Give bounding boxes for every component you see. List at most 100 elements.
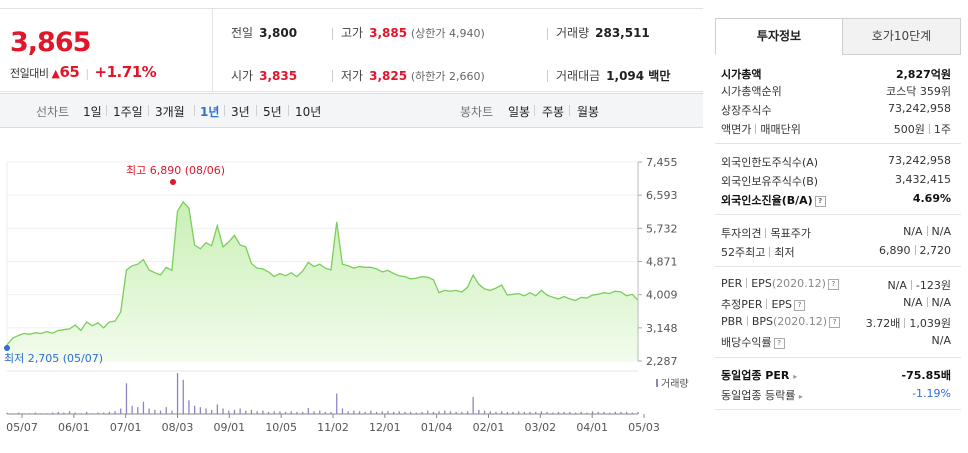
volume-bar <box>256 411 258 414</box>
tab-order-book[interactable]: 호가10단계 <box>842 18 961 55</box>
volume-bar <box>631 412 633 414</box>
help-icon[interactable]: ? <box>794 300 806 311</box>
volume-bar <box>216 404 218 414</box>
volume-bar <box>341 408 344 414</box>
tab-5y[interactable]: 5년 <box>263 105 282 119</box>
tab-10y[interactable]: 10년 <box>295 105 322 119</box>
tab-1y[interactable]: 1년 <box>200 105 220 119</box>
low-annotation: 최저 2,705 (05/07) <box>4 352 103 365</box>
volume-bar <box>23 413 25 414</box>
help-icon[interactable]: ? <box>827 279 839 290</box>
prev-close: 전일 3,800 <box>231 26 298 40</box>
volume-bar <box>313 411 315 414</box>
volume-bar <box>427 410 429 414</box>
volume-bar <box>267 411 270 414</box>
volume-bar <box>239 408 241 414</box>
divider <box>534 105 535 116</box>
divider <box>715 214 961 215</box>
x-tick-label: 03/02 <box>524 421 556 434</box>
volume-bar <box>552 412 554 414</box>
low-price: 저가 3,825 (하한가 2,660) <box>341 69 485 83</box>
y-tick-label: 4,009 <box>646 289 678 302</box>
volume-bar <box>165 407 167 414</box>
volume-bar <box>307 407 309 414</box>
volume-bar <box>540 411 543 414</box>
x-tick-label: 04/01 <box>576 421 608 434</box>
help-icon[interactable]: ? <box>814 196 826 207</box>
y-tick-label: 4,871 <box>646 256 678 269</box>
volume-bar <box>80 413 82 414</box>
volume-bar <box>375 411 378 414</box>
candle-chart-label[interactable]: 봉차트 <box>460 105 494 119</box>
tab-daily[interactable]: 일봉 <box>508 105 531 119</box>
volume-bar <box>370 410 372 414</box>
tab-investment-info[interactable]: 투자정보 <box>715 18 843 55</box>
x-tick-label: 05/07 <box>6 421 38 434</box>
tab-1w[interactable]: 1주일 <box>113 105 143 119</box>
volume-bar <box>410 411 412 414</box>
price-line <box>6 200 639 346</box>
volume-bar <box>466 411 469 414</box>
x-tick-label: 12/01 <box>369 421 401 434</box>
volume-bar <box>597 411 599 414</box>
x-tick-label: 11/02 <box>317 421 349 434</box>
volume-bar <box>364 411 366 414</box>
volume-bar <box>131 405 133 414</box>
divider <box>256 105 257 116</box>
price-area <box>7 201 638 361</box>
divider <box>288 105 289 116</box>
volume-bar <box>302 411 304 414</box>
volume-bar <box>6 412 8 414</box>
current-price-box: 3,865 전일대비 ▲65 | +1.71% <box>0 8 213 92</box>
volume: 거래량 283,511 <box>556 26 650 40</box>
volume-bar <box>398 411 400 414</box>
x-tick-label: 06/01 <box>58 421 90 434</box>
divider <box>224 105 225 116</box>
tab-3y[interactable]: 3년 <box>231 105 250 119</box>
volume-bar <box>51 412 54 414</box>
divider <box>715 409 961 410</box>
volume-bar <box>29 413 31 414</box>
volume-bar <box>381 411 383 414</box>
volume-bar <box>563 411 565 414</box>
volume-bar <box>330 411 332 414</box>
x-tick-label: 01/04 <box>421 421 453 434</box>
x-tick-label: 09/01 <box>213 421 245 434</box>
chevron-right-icon[interactable]: ▸ <box>798 392 803 401</box>
volume-bar <box>506 411 508 414</box>
help-icon[interactable]: ? <box>773 338 785 349</box>
price-stats: 전일 3,800 고가 3,885 (상한가 4,940) 거래량 283,511 시… <box>213 8 703 92</box>
volume-bar <box>501 411 503 414</box>
tab-monthly[interactable]: 월봉 <box>577 105 600 119</box>
help-icon[interactable]: ? <box>829 317 841 328</box>
volume-bar <box>449 411 452 414</box>
volume-bar <box>489 411 491 414</box>
chevron-right-icon[interactable]: ▸ <box>793 372 798 381</box>
volume-bar <box>114 411 116 414</box>
high-price: 고가 3,885 (상한가 4,940) <box>341 26 485 40</box>
x-tick-label: 02/01 <box>473 421 505 434</box>
volume-bar <box>137 407 139 414</box>
volume-bar <box>12 413 14 414</box>
divider: | <box>85 67 89 80</box>
volume-bar <box>125 383 128 415</box>
volume-bar <box>290 411 292 414</box>
volume-bar <box>574 412 577 414</box>
tab-weekly[interactable]: 주봉 <box>542 105 565 119</box>
volume-bar <box>199 407 201 414</box>
volume-bar <box>74 412 76 414</box>
line-chart-label[interactable]: 선차트 <box>36 105 70 119</box>
volume-bar <box>279 411 281 414</box>
volume-bar <box>284 411 287 414</box>
volume-legend-label: 거래량 <box>661 378 689 390</box>
volume-bar <box>358 411 361 414</box>
y-tick-label: 3,148 <box>646 322 678 335</box>
tab-3m[interactable]: 3개월 <box>155 105 185 119</box>
volume-bar <box>387 411 389 414</box>
volume-bar <box>580 411 582 414</box>
tab-1d[interactable]: 1일 <box>83 105 102 119</box>
volume-bar <box>57 411 59 414</box>
volume-bar <box>86 411 88 414</box>
y-tick-label: 7,455 <box>646 156 678 169</box>
volume-bar <box>529 411 531 414</box>
